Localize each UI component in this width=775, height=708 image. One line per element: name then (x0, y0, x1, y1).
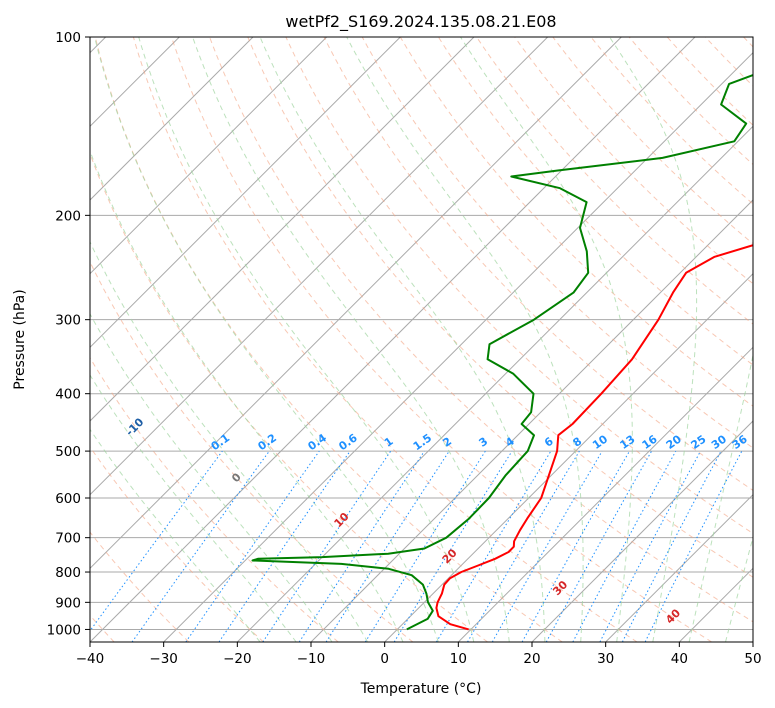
isotherm-line (90, 37, 549, 496)
isotherm-line (236, 125, 753, 642)
dry-adiabat-line (90, 531, 190, 642)
temperature-profile-line (435, 244, 753, 631)
x-tick-label: −40 (76, 651, 105, 667)
mixing-ratio-line (218, 450, 351, 642)
moist-adiabat-line (192, 37, 510, 642)
y-tick-label: 400 (55, 387, 81, 403)
mixing-ratio-line (644, 450, 743, 642)
isotherm-line (90, 37, 401, 349)
moist-adiabat-line (94, 37, 439, 642)
mixing-ratio-line (325, 450, 450, 642)
dry-adiabat-line (285, 37, 753, 535)
mixing-ratio-line (185, 450, 320, 642)
dry-adiabat-line (247, 37, 753, 578)
dry-adiabat-line (361, 37, 753, 449)
isotherm-line (531, 420, 753, 642)
x-tick-label: −10 (297, 651, 326, 667)
moist-adiabat-line (460, 37, 633, 642)
isotherm-line (605, 493, 753, 642)
y-tick-label: 300 (55, 313, 81, 329)
isotherm-line (457, 346, 753, 642)
sounding-profiles (251, 73, 753, 631)
dry-adiabat-line (90, 260, 414, 642)
y-tick-label: 200 (55, 208, 81, 224)
moist-adiabat-line (90, 312, 333, 642)
moist-adiabats (90, 37, 753, 642)
y-tick-label: 700 (55, 531, 81, 547)
isotherm-line (90, 37, 622, 570)
moist-adiabat-line (90, 374, 297, 642)
x-tick-label: 0 (380, 651, 389, 667)
x-axis-label: Temperature (°C) (360, 681, 482, 697)
y-tick-label: 500 (55, 444, 81, 460)
y-tick-label: 100 (55, 30, 81, 46)
moist-adiabat-line (688, 352, 753, 642)
dry-adiabat-line (132, 37, 638, 642)
mixing-ratio-line (521, 450, 630, 642)
x-tick-label: 40 (671, 651, 688, 667)
chart-title: wetPf2_S169.2024.135.08.21.E08 (285, 12, 556, 32)
y-tick-label: 1000 (47, 622, 81, 638)
x-tick-label: 20 (523, 651, 540, 667)
y-axis-ticks: 100 200 300 400 500 600 700 800 900 1000 (47, 30, 90, 638)
mixing-ratio-line (90, 450, 223, 632)
x-axis-ticks: −40 −30 −20 −10 0 10 20 30 40 50 (76, 642, 762, 667)
mixing-ratio-line (262, 450, 392, 642)
moist-adiabat-line (609, 37, 698, 642)
isotherm-line (163, 51, 753, 642)
dry-adiabat-line (209, 37, 753, 623)
dry-adiabat-line (399, 37, 753, 407)
isotherm-line (90, 37, 328, 275)
x-tick-label: 30 (597, 651, 614, 667)
y-axis-label: Pressure (hPa) (12, 289, 28, 389)
x-tick-label: −30 (149, 651, 178, 667)
dewpoint-profile-line (251, 73, 753, 631)
mixing-ratio-line (393, 450, 513, 642)
mixing-ratio-line (545, 450, 653, 642)
moist-adiabat-line (346, 37, 584, 642)
dry-adiabat-line (90, 356, 339, 642)
x-tick-label: −20 (223, 651, 252, 667)
isotherm-line (90, 37, 254, 201)
plot-frame (89, 36, 754, 643)
dry-adiabat-line (323, 37, 753, 491)
isotherm-line (384, 272, 753, 642)
skewed-isotherms (90, 37, 753, 642)
moist-adiabat-line (90, 149, 404, 642)
y-tick-label: 800 (55, 565, 81, 581)
y-tick-label: 600 (55, 491, 81, 507)
x-tick-label: 10 (450, 651, 467, 667)
mixing-ratio-line (572, 450, 677, 642)
y-tick-label: 900 (55, 595, 81, 611)
moist-adiabat-line (259, 37, 546, 642)
isotherm-line (90, 37, 696, 642)
mixing-ratio-line (131, 450, 270, 642)
x-tick-label: 50 (744, 651, 761, 667)
moist-adiabat-line (138, 37, 475, 642)
dry-adiabat-line (437, 37, 753, 366)
isotherm-line (90, 37, 475, 422)
